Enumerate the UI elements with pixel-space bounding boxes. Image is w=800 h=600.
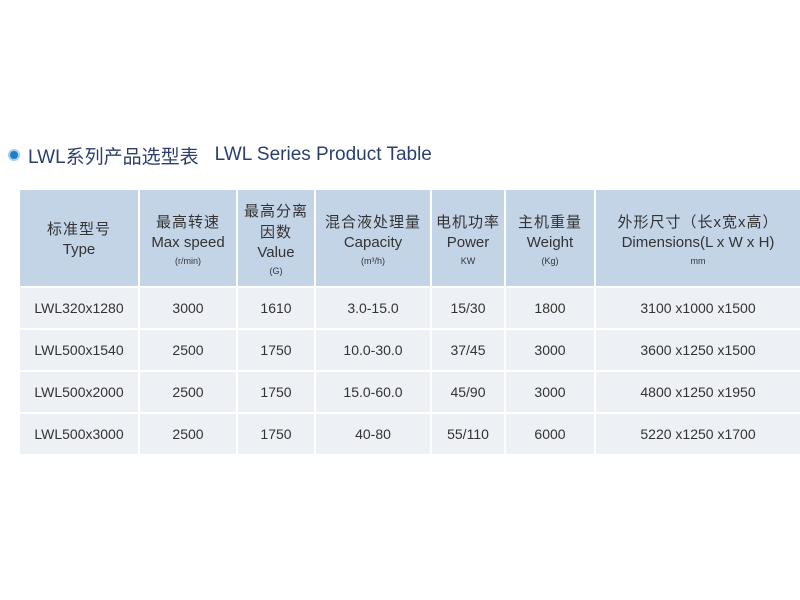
- table-cell: 1750: [236, 412, 316, 456]
- table-cell: 3000: [504, 370, 596, 414]
- header-zh: 混合液处理量: [324, 213, 421, 231]
- title-icon: [8, 149, 20, 161]
- header-cell: 主机重量 Weight (Kg): [504, 188, 596, 288]
- header-zh: 最高转速: [155, 213, 220, 231]
- table-cell: 6000: [504, 412, 596, 456]
- table-cell: 2500: [138, 412, 238, 456]
- table-cell: 1750: [236, 370, 316, 414]
- table-cell: LWL500x3000: [18, 412, 140, 456]
- table-cell: 15.0-60.0: [314, 370, 432, 414]
- table-cell: 3000: [504, 328, 596, 372]
- header-cell: 最高分离因数 Value (G): [236, 188, 316, 288]
- header-row: 标准型号 Type 最高转速 Max speed (r/min) 最高分离因数 Value (…: [18, 188, 800, 288]
- header-en: Power: [446, 233, 490, 251]
- header-zh: 最高分离因数: [243, 203, 308, 241]
- header-en: Weight: [526, 233, 574, 251]
- table-row: LWL500x1540 2500 1750 10.0-30.0 37/45 3000 360…: [18, 328, 800, 372]
- header-cell: 外形尺寸（长x宽x高） Dimensions(L x W x H) mm: [594, 188, 800, 288]
- table-cell: 5220 x1250 x1700: [594, 412, 800, 456]
- header-zh: 主机重量: [517, 213, 582, 231]
- table-cell: 3600 x1250 x1500: [594, 328, 800, 372]
- table-cell: 1610: [236, 286, 316, 330]
- header-unit: mm: [690, 255, 706, 266]
- header-unit: (m³/h): [361, 255, 385, 266]
- header-en: Capacity: [343, 233, 403, 251]
- header-cell: 标准型号 Type: [18, 188, 140, 288]
- table-cell: LWL500x2000: [18, 370, 140, 414]
- header-en: Value: [257, 244, 295, 261]
- table-cell: 45/90: [430, 370, 506, 414]
- table-cell: 3100 x1000 x1500: [594, 286, 800, 330]
- table-row: LWL320x1280 3000 1610 3.0-15.0 15/30 1800 3100…: [18, 286, 800, 330]
- header-unit: (r/min): [175, 255, 201, 266]
- title-en: LWL Series Product Table: [214, 144, 432, 165]
- header-zh: 标准型号: [46, 221, 111, 238]
- table-row: LWL500x3000 2500 1750 40-80 55/110 6000 5220 x…: [18, 412, 800, 456]
- table-cell: 2500: [138, 328, 238, 372]
- header-unit: (Kg): [541, 255, 559, 266]
- header-cell: 电机功率 Power KW: [430, 188, 506, 288]
- table-cell: 40-80: [314, 412, 432, 456]
- header-unit: (G): [269, 266, 283, 276]
- header-zh: 外形尺寸（长x宽x高）: [617, 213, 779, 231]
- title-zh: LWL系列产品选型表: [28, 146, 199, 168]
- header-unit: KW: [460, 255, 476, 266]
- table-row: LWL500x2000 2500 1750 15.0-60.0 45/90 3000 480…: [18, 370, 800, 414]
- product-table: 标准型号 Type 最高转速 Max speed (r/min) 最高分离因数 Value (…: [18, 188, 800, 456]
- table-cell: 3000: [138, 286, 238, 330]
- table-cell: 3.0-15.0: [314, 286, 432, 330]
- header-zh: 电机功率: [435, 213, 500, 231]
- header-en: Type: [62, 241, 96, 258]
- table-cell: LWL320x1280: [18, 286, 140, 330]
- table-cell: 1800: [504, 286, 596, 330]
- header-en: Dimensions(L x W x H): [621, 233, 775, 251]
- table-cell: 2500: [138, 370, 238, 414]
- table-cell: 10.0-30.0: [314, 328, 432, 372]
- header-cell: 混合液处理量 Capacity (m³/h): [314, 188, 432, 288]
- table-cell: 4800 x1250 x1950: [594, 370, 800, 414]
- table-cell: 1750: [236, 328, 316, 372]
- table-cell: 55/110: [430, 412, 506, 456]
- table-cell: LWL500x1540: [18, 328, 140, 372]
- table-cell: 37/45: [430, 328, 506, 372]
- table-cell: 15/30: [430, 286, 506, 330]
- header-en: Max speed: [151, 233, 225, 251]
- title: LWL系列产品选型表 LWL Series Product Table: [8, 142, 432, 168]
- header-cell: 最高转速 Max speed (r/min): [138, 188, 238, 288]
